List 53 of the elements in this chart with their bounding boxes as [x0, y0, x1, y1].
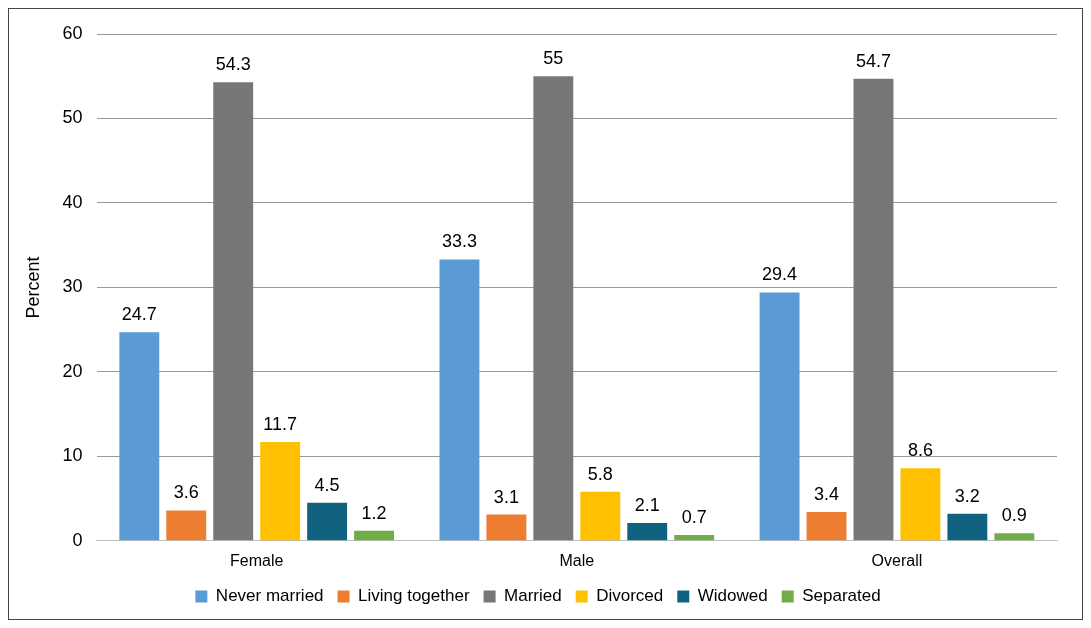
bar [674, 534, 715, 541]
data-label: 0.9 [1001, 505, 1027, 526]
x-tick-label: Female [230, 551, 284, 569]
data-label: 1.2 [361, 502, 387, 523]
y-tick-label: 50 [62, 107, 83, 128]
bar [307, 502, 348, 541]
data-label: 55 [543, 48, 564, 69]
data-label: 24.7 [121, 304, 157, 325]
legend-label: Separated [802, 586, 881, 606]
data-label: 33.3 [441, 231, 477, 252]
data-label: 5.8 [587, 463, 613, 484]
data-label: 3.1 [493, 486, 519, 507]
y-tick-label: 30 [62, 276, 83, 297]
bar [627, 523, 668, 541]
bar [533, 76, 574, 541]
bar [213, 82, 254, 541]
data-label: 2.1 [634, 495, 660, 516]
legend-label: Married [504, 586, 562, 606]
bar [806, 512, 847, 541]
data-label: 0.7 [681, 506, 707, 527]
data-label: 3.4 [813, 484, 840, 505]
data-label: 54.7 [855, 50, 891, 71]
data-label: 3.2 [954, 485, 980, 506]
data-label: 3.6 [173, 482, 199, 503]
data-label: 29.4 [762, 264, 798, 285]
bar [260, 441, 301, 541]
data-label: 4.5 [314, 474, 340, 495]
bar [486, 514, 527, 541]
legend-label: Never married [215, 586, 324, 606]
legend-label: Living together [358, 586, 470, 606]
y-tick-label: 20 [62, 360, 83, 381]
bar [439, 259, 480, 541]
y-tick-label: 40 [62, 191, 83, 212]
bar [994, 533, 1035, 541]
y-tick-label: 0 [72, 529, 83, 550]
x-tick-label: Overall [871, 551, 923, 569]
x-tick-label: Male [559, 551, 595, 569]
y-axis-title: Percent [22, 256, 43, 319]
bar [900, 468, 941, 541]
bar [119, 332, 160, 541]
bar [853, 78, 894, 541]
data-label: 11.7 [263, 413, 298, 434]
data-label: 54.3 [215, 54, 251, 75]
bar [759, 292, 800, 541]
bar [947, 513, 988, 541]
legend-label: Divorced [596, 586, 664, 606]
y-tick-label: 10 [62, 445, 83, 466]
bar [354, 530, 395, 541]
legend-label: Widowed [697, 586, 768, 606]
y-tick-label: 60 [62, 22, 83, 43]
data-label: 8.6 [907, 440, 933, 461]
bar [166, 510, 207, 541]
bar [580, 491, 621, 541]
